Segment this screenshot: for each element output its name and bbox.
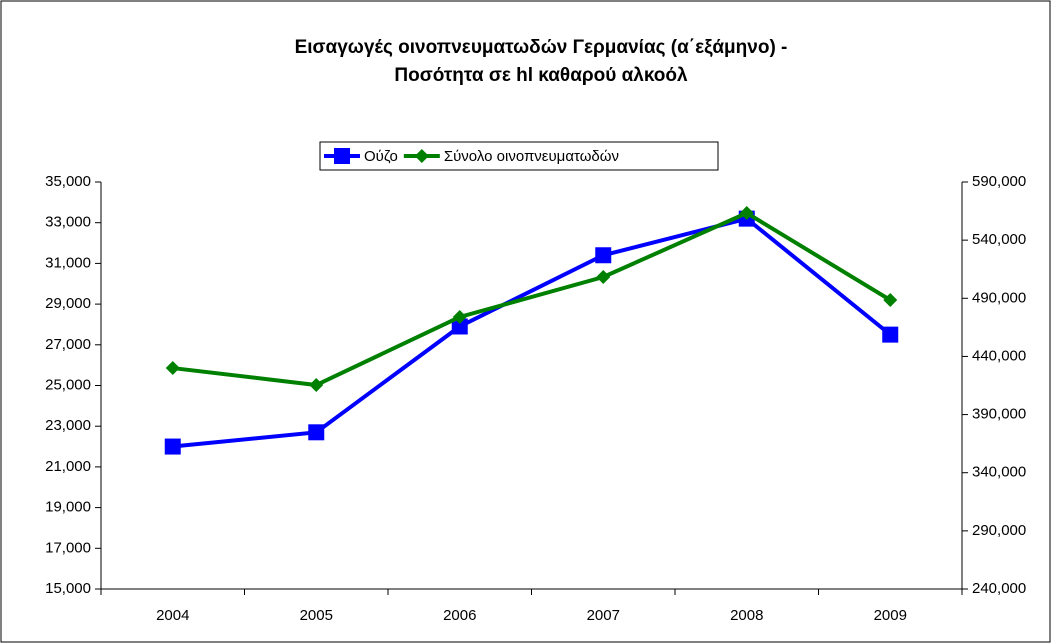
y-tick-label: 31,000 xyxy=(45,254,91,271)
marker xyxy=(164,438,181,455)
y2-tick-label: 340,000 xyxy=(972,464,1026,481)
marker xyxy=(596,270,611,285)
y-tick-label: 33,000 xyxy=(45,214,91,231)
x-tick-label: 2005 xyxy=(300,607,333,624)
marker xyxy=(165,361,180,376)
y2-tick-label: 490,000 xyxy=(972,289,1026,306)
marker xyxy=(451,318,468,335)
y-tick-label: 15,000 xyxy=(45,580,91,597)
x-tick-label: 2007 xyxy=(587,607,620,624)
y2-tick-label: 590,000 xyxy=(972,173,1026,190)
marker xyxy=(414,149,429,163)
legend-box xyxy=(319,141,719,171)
x-tick-label: 2006 xyxy=(443,607,476,624)
marker xyxy=(309,378,324,393)
y-tick-label: 35,000 xyxy=(45,173,91,190)
chart-title: Ποσότητα σε hl καθαρού αλκοόλ xyxy=(394,65,688,86)
plot-area xyxy=(101,182,962,589)
marker xyxy=(308,424,325,441)
y-tick-label: 27,000 xyxy=(45,336,91,353)
y2-tick-label: 540,000 xyxy=(972,231,1026,248)
y-tick-label: 17,000 xyxy=(45,539,91,556)
marker xyxy=(739,206,754,221)
y-tick-label: 29,000 xyxy=(45,295,91,312)
y2-tick-label: 440,000 xyxy=(972,347,1026,364)
y2-tick-label: 290,000 xyxy=(972,522,1026,539)
y-tick-label: 21,000 xyxy=(45,458,91,475)
series-line xyxy=(172,216,892,449)
marker xyxy=(882,326,899,343)
y-tick-label: 19,000 xyxy=(45,499,91,516)
series-line xyxy=(172,210,892,388)
marker xyxy=(452,310,467,325)
y-tick-label: 23,000 xyxy=(45,417,91,434)
marker xyxy=(334,148,350,164)
x-tick-label: 2008 xyxy=(730,607,763,624)
x-tick-label: 2004 xyxy=(156,607,189,624)
y2-tick-label: 240,000 xyxy=(972,580,1026,597)
chart-title: Εισαγωγές οινοπνευματωδών Γερμανίας (α΄ε… xyxy=(295,37,788,58)
legend-label: Σύνολο οινοπνευματωδών xyxy=(444,148,619,165)
x-tick-label: 2009 xyxy=(874,607,907,624)
y2-tick-label: 390,000 xyxy=(972,406,1026,423)
marker xyxy=(883,293,898,308)
marker xyxy=(595,247,612,264)
legend-label: Ούζο xyxy=(364,148,398,165)
y-tick-label: 25,000 xyxy=(45,376,91,393)
